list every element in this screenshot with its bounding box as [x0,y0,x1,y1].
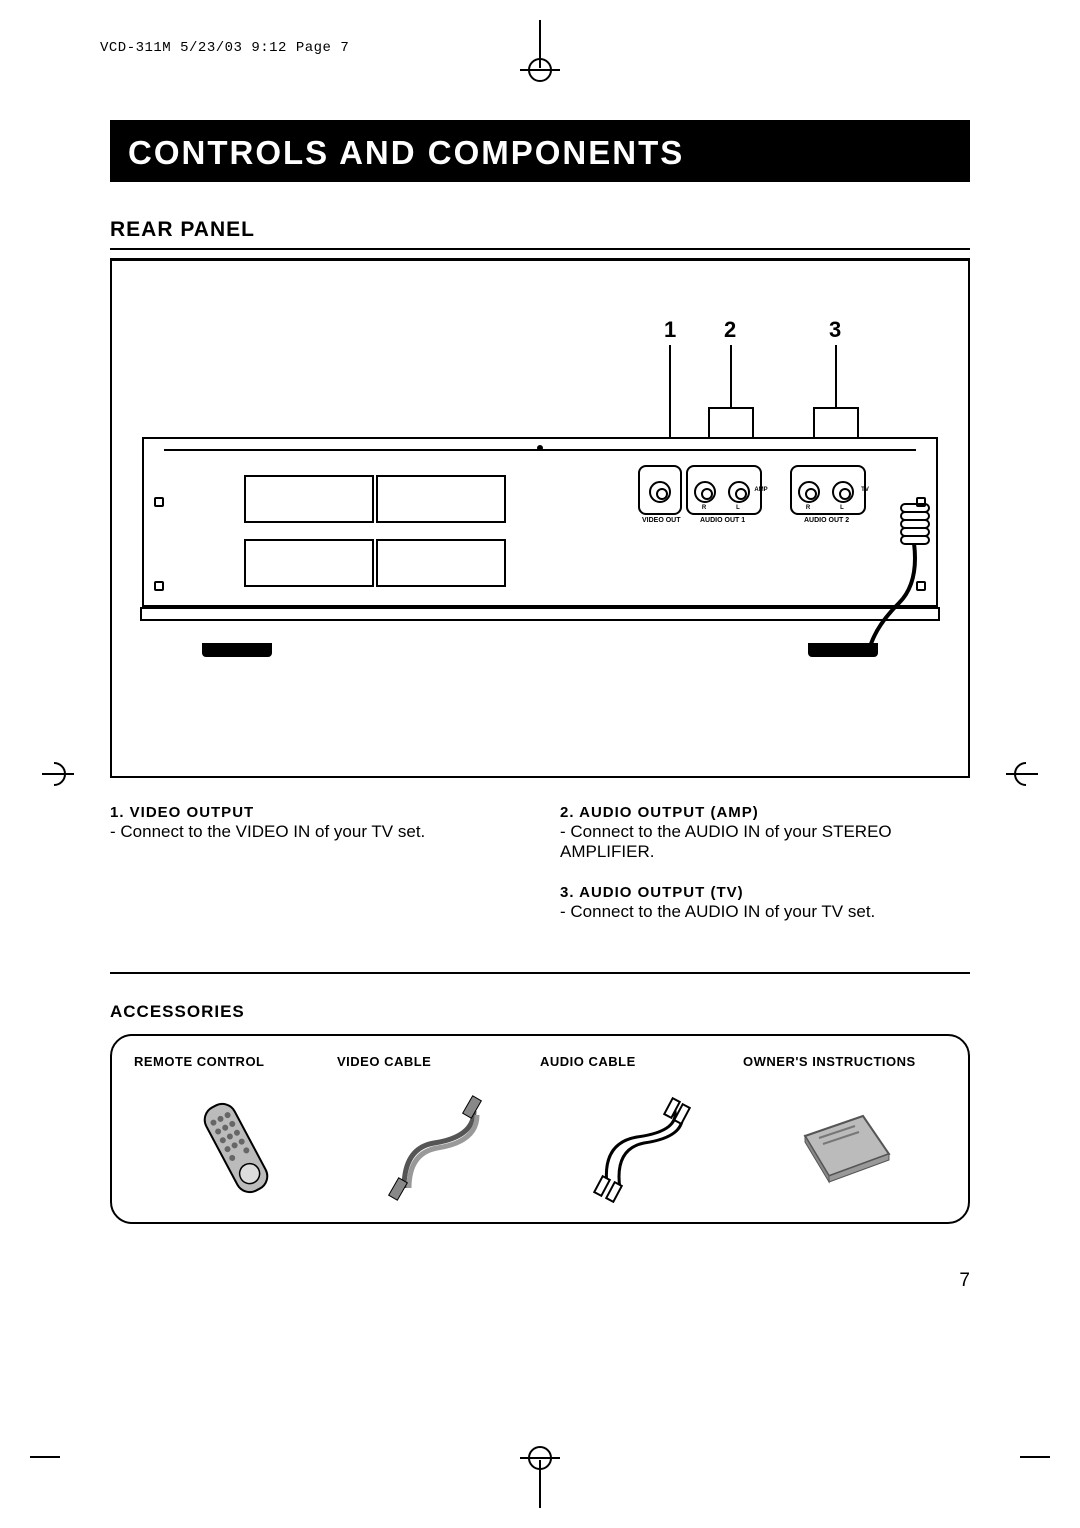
acc-label-manual: OWNER'S INSTRUCTIONS [743,1054,946,1088]
device-body: VIDEO OUT R L AMP AUDIO OUT 1 R L [142,433,938,643]
callout-line [835,345,837,407]
label-audio-out2: AUDIO OUT 2 [804,517,849,524]
callout-line [708,407,754,409]
doc-header-line: VCD-311M 5/23/03 9:12 Page 7 [100,40,349,56]
jack-label: R [798,505,818,511]
section-title: REAR PANEL [110,218,970,242]
callout-1: 1 [664,317,676,343]
acc-label-audio-cable: AUDIO CABLE [540,1054,743,1088]
callout-line [813,407,859,409]
rear-panel-diagram: 1 2 3 VIDEO OUT [110,258,970,778]
desc-3-text: - Connect to the AUDIO IN of your TV set… [560,902,875,921]
jack-label: L [728,505,748,511]
crop-mark [30,1456,60,1458]
jack-label: AMP [754,487,768,493]
label-video-out: VIDEO OUT [642,517,681,524]
label-audio-out1: AUDIO OUT 1 [700,517,745,524]
crop-mark [520,69,560,71]
callout-line [730,345,732,407]
crop-mark [42,773,74,775]
jack-label: R [694,505,714,511]
desc-3-heading: 3. AUDIO OUTPUT (TV) [560,884,744,901]
desc-2-text: - Connect to the AUDIO IN of your STEREO… [560,822,892,861]
divider [110,248,970,250]
crop-mark [1020,1456,1050,1458]
desc-2-heading: 2. AUDIO OUTPUT (AMP) [560,804,759,821]
audio-cable-icon [540,1088,743,1208]
jack-label: TV [858,487,872,493]
page-title: CONTROLS AND COMPONENTS [110,120,970,182]
accessories-box: REMOTE CONTROL VIDEO CABLE [110,1034,970,1224]
callout-2: 2 [724,317,736,343]
manual-icon [743,1088,946,1208]
remote-control-icon [134,1088,337,1208]
video-cable-icon [337,1088,540,1208]
power-cord [864,543,944,653]
desc-1-heading: 1. VIDEO OUTPUT [110,804,254,821]
page-number: 7 [959,1270,970,1292]
accessories-title: ACCESSORIES [110,1002,970,1022]
jack-label: L [832,505,852,511]
acc-label-video-cable: VIDEO CABLE [337,1054,540,1088]
desc-1-text: - Connect to the VIDEO IN of your TV set… [110,822,425,841]
crop-mark [520,1457,560,1459]
acc-label-remote: REMOTE CONTROL [134,1054,337,1088]
crop-mark [1006,773,1038,775]
divider [110,972,970,974]
callout-3: 3 [829,317,841,343]
